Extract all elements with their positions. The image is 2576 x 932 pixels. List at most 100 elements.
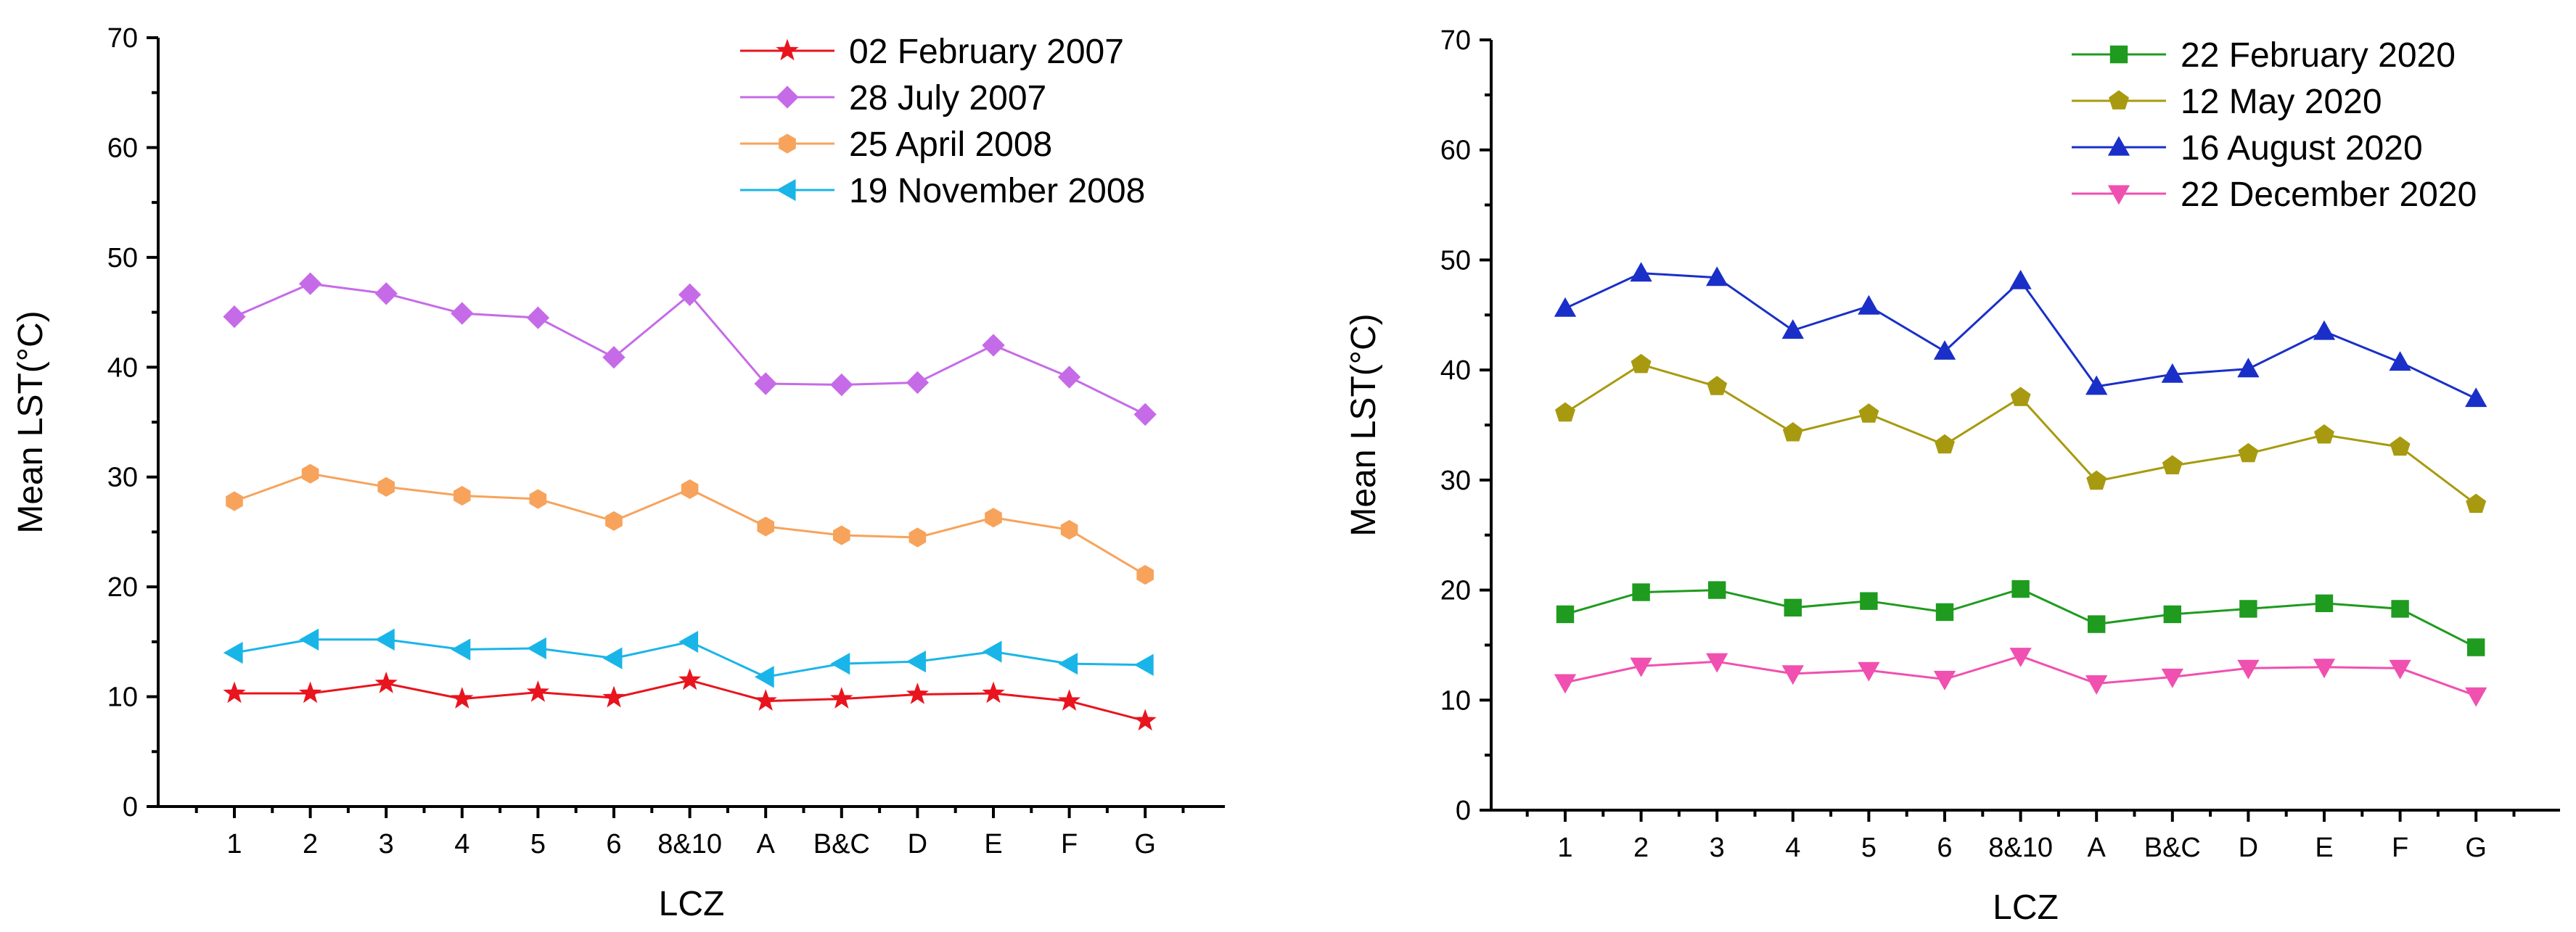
x-tick-label: F bbox=[2392, 833, 2408, 863]
data-point bbox=[2162, 455, 2183, 474]
data-point bbox=[2391, 600, 2409, 618]
x-tick-label: D bbox=[2239, 833, 2258, 863]
data-point bbox=[1933, 340, 1956, 360]
data-point bbox=[526, 680, 550, 702]
series-2: 16 August 2020 bbox=[1554, 129, 2487, 408]
data-point bbox=[529, 489, 547, 509]
data-point bbox=[2085, 375, 2108, 395]
x-tick-label: 1 bbox=[1557, 833, 1572, 863]
data-point bbox=[527, 637, 546, 660]
data-point bbox=[1632, 583, 1650, 601]
y-tick-label: 0 bbox=[1456, 796, 1471, 826]
x-tick-label: 4 bbox=[1785, 833, 1800, 863]
x-tick-label: E bbox=[984, 829, 1002, 859]
y-tick-label: 60 bbox=[1440, 136, 1471, 166]
data-point bbox=[1935, 434, 1955, 454]
data-point bbox=[1057, 366, 1081, 389]
data-point bbox=[678, 668, 702, 690]
data-point bbox=[2313, 320, 2336, 340]
y-axis-title: Mean LST(°C) bbox=[1345, 313, 1383, 536]
x-tick-label: G bbox=[1134, 829, 1156, 859]
data-point bbox=[982, 681, 1005, 704]
data-point bbox=[605, 511, 623, 531]
data-point bbox=[1133, 653, 1154, 676]
series-line bbox=[1564, 272, 2477, 400]
x-tick-label: 5 bbox=[1861, 833, 1876, 863]
data-point bbox=[757, 516, 774, 537]
data-point bbox=[1860, 592, 1878, 610]
series-1: 12 May 2020 bbox=[1555, 83, 2487, 514]
data-point bbox=[1630, 262, 1652, 282]
data-point bbox=[1554, 297, 1577, 317]
data-point bbox=[223, 641, 243, 664]
legend-label: 16 August 2020 bbox=[2181, 129, 2423, 168]
data-point bbox=[678, 283, 702, 307]
data-point bbox=[2163, 605, 2181, 624]
data-point bbox=[985, 508, 1002, 528]
data-point bbox=[377, 477, 395, 497]
legend-label: 28 July 2007 bbox=[849, 79, 1046, 117]
legend-marker bbox=[2107, 136, 2130, 156]
x-tick-label: 1 bbox=[226, 829, 242, 859]
data-point bbox=[2314, 424, 2334, 444]
data-point bbox=[1858, 661, 1880, 682]
x-tick-label: 8&10 bbox=[1988, 833, 2053, 863]
series-3: 22 December 2020 bbox=[1554, 176, 2487, 707]
data-point bbox=[2088, 615, 2106, 633]
data-point bbox=[602, 647, 623, 669]
y-tick-label: 50 bbox=[107, 243, 138, 273]
data-point bbox=[1136, 564, 1154, 585]
data-point bbox=[1060, 519, 1078, 540]
data-point bbox=[1781, 665, 1804, 685]
data-point bbox=[298, 681, 322, 704]
data-point bbox=[1554, 674, 1577, 694]
legend-marker bbox=[779, 133, 796, 154]
legend-label: 22 February 2020 bbox=[2181, 36, 2456, 75]
data-point bbox=[1630, 657, 1652, 677]
data-point bbox=[1133, 403, 1157, 426]
data-point bbox=[1858, 294, 1880, 315]
x-tick-label: A bbox=[2088, 833, 2107, 863]
y-tick-label: 0 bbox=[123, 792, 138, 822]
series-1: 28 July 2007 bbox=[223, 79, 1157, 426]
data-point bbox=[2466, 493, 2487, 514]
data-point bbox=[2467, 638, 2485, 656]
data-point bbox=[906, 371, 930, 395]
legend-marker bbox=[776, 38, 799, 61]
data-point bbox=[2390, 436, 2411, 456]
x-tick-label: D bbox=[908, 829, 927, 859]
data-point bbox=[301, 463, 319, 484]
series-line bbox=[234, 679, 1146, 722]
legend-marker bbox=[2109, 90, 2129, 110]
data-point bbox=[2009, 269, 2032, 289]
data-point bbox=[2239, 600, 2257, 618]
y-tick-label: 40 bbox=[1440, 355, 1471, 386]
y-tick-label: 40 bbox=[107, 352, 138, 383]
data-point bbox=[833, 525, 850, 545]
data-point bbox=[2085, 675, 2108, 695]
data-point bbox=[1630, 353, 1652, 374]
x-axis-title: LCZ bbox=[659, 885, 725, 923]
data-point bbox=[1782, 421, 1803, 442]
y-tick-label: 20 bbox=[107, 572, 138, 603]
x-tick-label: 3 bbox=[1710, 833, 1725, 863]
legend-marker bbox=[776, 178, 796, 202]
legend-marker bbox=[776, 86, 799, 109]
data-point bbox=[226, 491, 243, 511]
data-point bbox=[451, 638, 471, 661]
data-point bbox=[374, 282, 398, 305]
data-point bbox=[1706, 653, 1728, 673]
data-point bbox=[754, 666, 774, 688]
data-point bbox=[1556, 605, 1575, 624]
x-tick-label: E bbox=[2315, 833, 2333, 863]
data-point bbox=[374, 628, 395, 651]
data-point bbox=[2465, 687, 2487, 707]
x-tick-label: 8&10 bbox=[657, 829, 722, 859]
data-point bbox=[906, 682, 930, 704]
data-point bbox=[2238, 442, 2259, 463]
x-tick-label: 4 bbox=[454, 829, 469, 859]
data-point bbox=[906, 650, 926, 673]
data-point bbox=[2315, 594, 2334, 612]
data-point bbox=[1133, 709, 1157, 731]
series-2: 25 April 2008 bbox=[226, 125, 1154, 585]
